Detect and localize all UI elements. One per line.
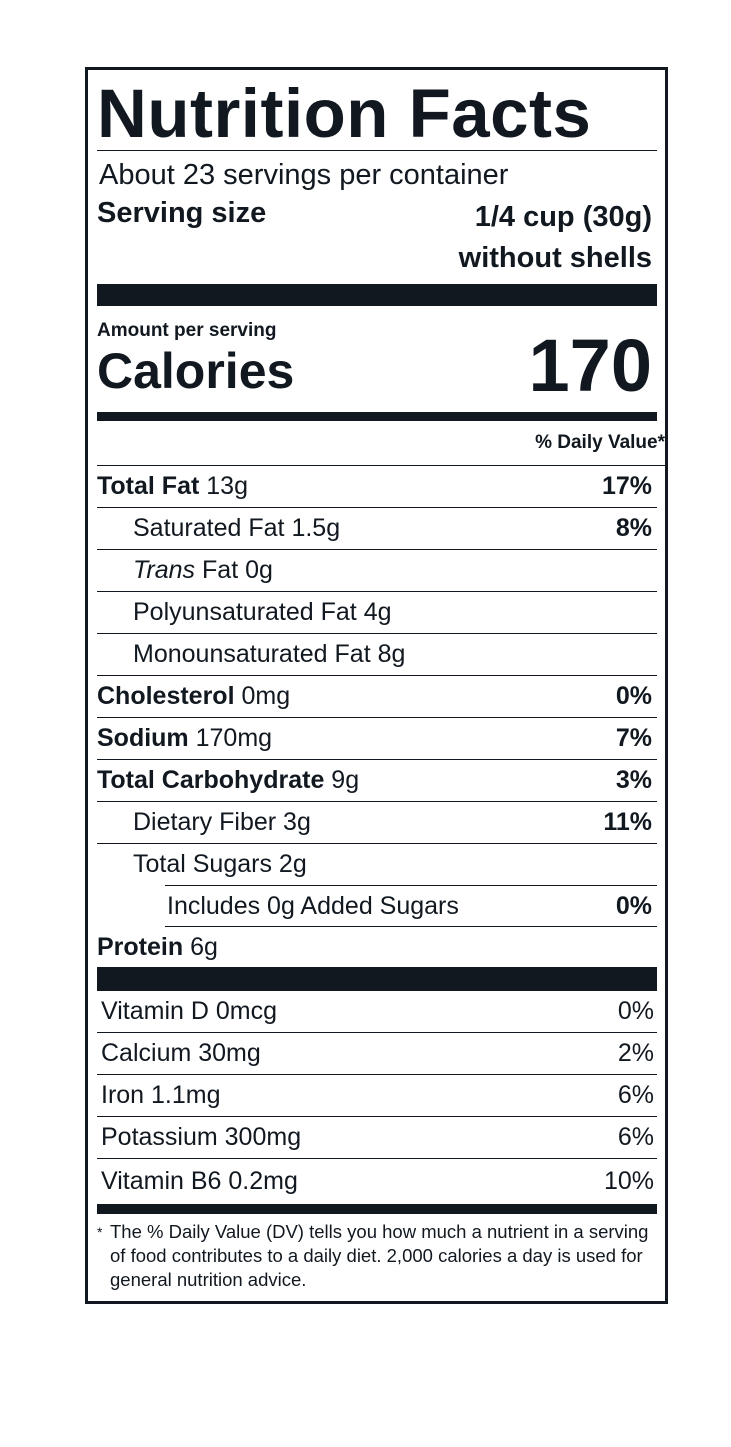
nutrient-amount: 4g — [363, 598, 392, 626]
vitamin-dv: 0% — [617, 997, 654, 1025]
footnote: * The % Daily Value (DV) tells you how m… — [97, 1214, 657, 1292]
nutrient-dv: 3% — [615, 766, 652, 794]
nutrient-amount: 0mg — [241, 682, 291, 710]
nutrient-row-total-sugars: Total Sugars 2g — [97, 844, 657, 885]
medium-divider — [97, 412, 657, 421]
serving-size-note: without shells — [458, 242, 652, 274]
nutrient-dv: 0% — [615, 891, 652, 920]
nutrient-name: Includes 0g Added Sugars — [167, 891, 459, 920]
nutrient-row-sodium: Sodium 170mg 7% — [97, 718, 657, 760]
nutrient-row-trans-fat: Trans Fat 0g — [97, 550, 657, 592]
nutrient-amount: 8g — [377, 640, 406, 668]
daily-value-header: % Daily Value* — [97, 421, 665, 466]
vitamin-row-vitamin-b6: Vitamin B6 0.2mg 10% — [97, 1159, 657, 1204]
nutrient-name-italic: Trans — [133, 556, 196, 584]
nutrient-name: Fat — [202, 556, 239, 584]
nutrition-facts-label: Nutrition Facts About 23 servings per co… — [85, 67, 668, 1304]
nutrient-name: Dietary Fiber — [133, 808, 277, 836]
vitamin-label: Potassium 300mg — [101, 1123, 302, 1151]
vitamin-dv: 6% — [617, 1081, 654, 1109]
serving-info: About 23 servings per container Serving … — [97, 151, 657, 284]
nutrient-dv: 0% — [615, 682, 652, 710]
nutrient-row-monounsaturated-fat: Monounsaturated Fat 8g — [97, 634, 657, 676]
vitamin-dv: 6% — [617, 1123, 654, 1151]
nutrient-dv: 17% — [601, 472, 652, 500]
nutrient-name: Total Carbohydrate — [97, 766, 325, 794]
serving-size-label: Serving size — [97, 197, 267, 229]
vitamin-row-iron: Iron 1.1mg 6% — [97, 1075, 657, 1117]
nutrient-amount: 6g — [190, 932, 218, 961]
footnote-text: The % Daily Value (DV) tells you how muc… — [110, 1221, 649, 1290]
nutrient-row-saturated-fat: Saturated Fat 1.5g 8% — [97, 508, 657, 550]
vitamin-row-calcium: Calcium 30mg 2% — [97, 1033, 657, 1075]
vitamin-label: Vitamin D 0mcg — [101, 997, 277, 1025]
nutrient-row-protein: Protein 6g — [97, 927, 657, 967]
nutrient-amount: 0g — [245, 556, 273, 584]
calories-label: Calories — [97, 343, 295, 399]
nutrient-dv: 11% — [603, 808, 652, 836]
nutrient-amount: 1.5g — [291, 514, 341, 542]
calories-section: Amount per serving Calories 170 — [97, 306, 657, 412]
nutrient-row-total-carbohydrate: Total Carbohydrate 9g 3% — [97, 760, 657, 802]
vitamin-label: Calcium 30mg — [101, 1039, 261, 1067]
nutrient-name: Sodium — [97, 724, 189, 752]
nutrient-amount: 170mg — [195, 724, 273, 752]
nutrient-amount: 9g — [331, 766, 360, 794]
nutrient-dv: 7% — [615, 724, 652, 752]
nutrient-amount: 13g — [206, 472, 248, 500]
serving-size-value: 1/4 cup (30g) without shells — [459, 197, 652, 279]
nutrient-name: Saturated Fat — [133, 514, 285, 542]
nutrient-name: Monounsaturated Fat — [133, 640, 371, 668]
nutrient-name: Protein — [97, 932, 184, 961]
nutrient-row-dietary-fiber: Dietary Fiber 3g 11% — [97, 802, 657, 844]
nutrient-row-total-fat: Total Fat 13g 17% — [97, 466, 657, 508]
nutrient-row-polyunsaturated-fat: Polyunsaturated Fat 4g — [97, 592, 657, 634]
vitamin-label: Iron 1.1mg — [101, 1081, 221, 1109]
thick-divider — [97, 284, 657, 306]
vitamin-dv: 10% — [603, 1167, 654, 1195]
serving-size-amount: 1/4 cup (30g) — [474, 201, 652, 233]
calories-value: 170 — [528, 324, 652, 407]
amount-per-serving: Amount per serving — [97, 320, 277, 341]
nutrient-row-added-sugars: Includes 0g Added Sugars 0% — [165, 885, 657, 927]
label-title: Nutrition Facts — [97, 70, 657, 152]
nutrient-name: Polyunsaturated Fat — [133, 598, 357, 626]
footnote-asterisk: * — [97, 1224, 103, 1240]
nutrient-dv: 8% — [615, 514, 652, 542]
servings-per-container: About 23 servings per container — [99, 159, 509, 191]
medium-divider — [97, 1204, 657, 1214]
thick-divider — [97, 967, 657, 991]
nutrient-name: Total Fat — [97, 472, 200, 500]
vitamin-dv: 2% — [617, 1039, 654, 1067]
nutrient-amount: 3g — [283, 808, 311, 836]
nutrient-row-cholesterol: Cholesterol 0mg 0% — [97, 676, 657, 718]
nutrient-amount: 2g — [278, 850, 307, 878]
vitamin-row-potassium: Potassium 300mg 6% — [97, 1117, 657, 1159]
nutrient-name: Total Sugars — [133, 850, 272, 878]
vitamin-label: Vitamin B6 0.2mg — [101, 1167, 298, 1195]
nutrient-name: Cholesterol — [97, 682, 235, 710]
vitamin-row-vitamin-d: Vitamin D 0mcg 0% — [97, 991, 657, 1033]
